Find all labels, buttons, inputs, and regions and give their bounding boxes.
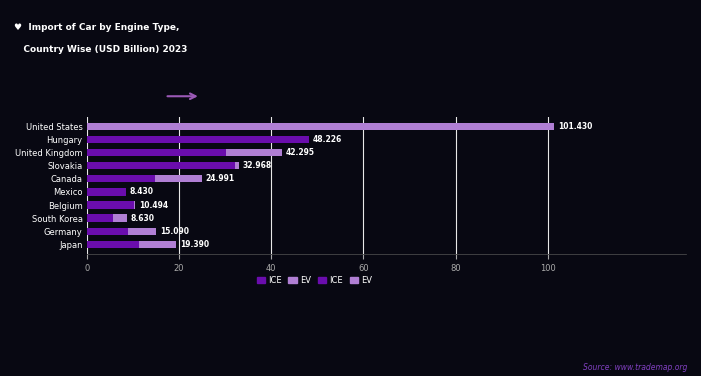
Text: 48.226: 48.226 — [313, 135, 342, 144]
Text: Source: www.trademap.org: Source: www.trademap.org — [583, 363, 687, 372]
Text: 42.295: 42.295 — [285, 148, 315, 157]
Bar — [87, 175, 155, 182]
Text: 10.494: 10.494 — [139, 200, 168, 209]
Bar — [87, 149, 226, 156]
Bar — [134, 202, 135, 209]
Text: Country Wise (USD Billion) 2023: Country Wise (USD Billion) 2023 — [14, 45, 187, 54]
Legend: ICE, EV, ICE, EV: ICE, EV, ICE, EV — [253, 273, 376, 288]
Text: 19.390: 19.390 — [180, 240, 209, 249]
Bar — [87, 214, 113, 222]
Bar — [87, 202, 134, 209]
Bar — [87, 136, 309, 143]
Text: 8.430: 8.430 — [130, 188, 154, 196]
Bar — [155, 175, 202, 182]
Text: 32.968: 32.968 — [243, 161, 272, 170]
Text: 15.090: 15.090 — [160, 227, 189, 236]
Bar — [226, 149, 282, 156]
Bar — [235, 162, 239, 170]
Bar — [87, 123, 554, 130]
Bar — [87, 241, 139, 248]
Bar — [87, 188, 125, 196]
Bar — [113, 214, 127, 222]
Text: 24.991: 24.991 — [205, 174, 235, 183]
Bar — [128, 227, 156, 235]
Text: 8.630: 8.630 — [130, 214, 154, 223]
Text: 101.430: 101.430 — [558, 122, 592, 131]
Bar — [139, 241, 176, 248]
Text: ♥  Import of Car by Engine Type,: ♥ Import of Car by Engine Type, — [14, 23, 179, 32]
Bar — [87, 162, 235, 170]
Bar — [87, 227, 128, 235]
